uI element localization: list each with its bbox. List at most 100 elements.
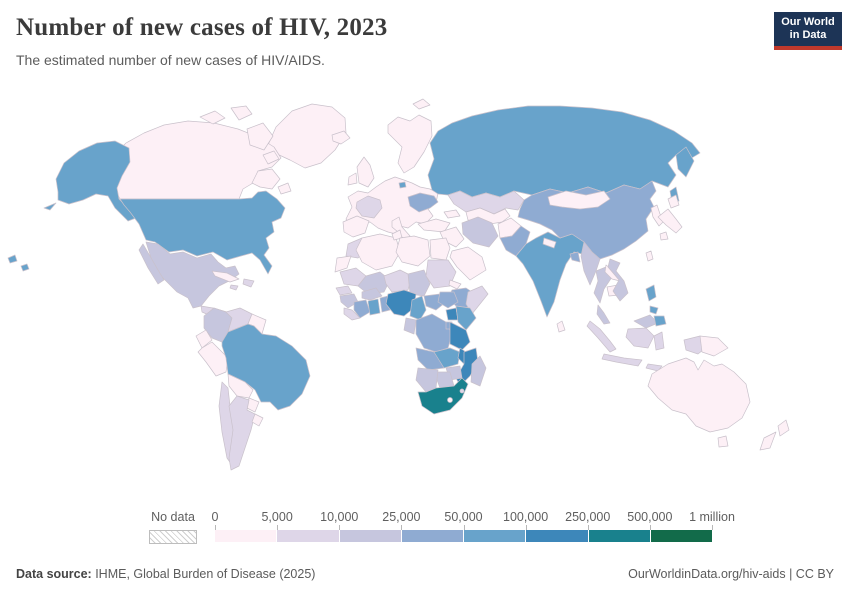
country-russia-kaliningrad[interactable]	[398, 181, 407, 189]
country-cote-divoire[interactable]	[353, 299, 371, 319]
country-indonesia-kalimantan[interactable]	[625, 327, 655, 349]
country-svalbard[interactable]	[412, 98, 431, 110]
country-canada-island-1[interactable]	[199, 110, 226, 125]
country-sudan[interactable]	[425, 259, 457, 289]
country-myanmar[interactable]	[580, 241, 601, 286]
legend-no-data-swatch[interactable]	[149, 530, 197, 544]
country-indonesia-sumatra[interactable]	[586, 320, 617, 353]
country-australia[interactable]	[647, 357, 751, 433]
country-south-sudan[interactable]	[437, 291, 459, 309]
owid-logo[interactable]: Our World in Data	[774, 12, 842, 50]
country-nepal[interactable]	[542, 237, 557, 249]
country-kenya[interactable]	[455, 305, 477, 331]
legend-bin-swatch[interactable]	[277, 530, 340, 542]
country-nigeria[interactable]	[385, 289, 417, 317]
country-madagascar[interactable]	[470, 355, 487, 387]
country-canada-island-3[interactable]	[262, 150, 280, 165]
country-usa-hawaii-2[interactable]	[20, 263, 30, 272]
country-iceland[interactable]	[331, 130, 351, 145]
legend-bin-swatch[interactable]	[401, 530, 464, 542]
country-jamaica[interactable]	[229, 284, 239, 291]
country-drc[interactable]	[415, 313, 453, 353]
country-algeria[interactable]	[355, 233, 401, 271]
country-united-kingdom[interactable]	[356, 156, 375, 188]
legend-bin-swatch[interactable]	[215, 530, 278, 542]
country-russia[interactable]	[427, 105, 701, 198]
country-vietnam[interactable]	[607, 258, 629, 302]
country-philippines-mindanao[interactable]	[653, 315, 667, 327]
country-tanzania[interactable]	[449, 321, 471, 351]
country-uruguay[interactable]	[251, 413, 264, 427]
country-usa-hawaii-1[interactable]	[7, 254, 18, 264]
region-arabian-peninsula[interactable]	[449, 246, 487, 281]
country-argentina[interactable]	[228, 395, 256, 471]
country-new-zealand-north[interactable]	[777, 419, 790, 437]
country-taiwan[interactable]	[645, 250, 654, 262]
country-pakistan[interactable]	[499, 225, 531, 257]
country-eswatini[interactable]	[459, 388, 465, 394]
country-indonesia-java[interactable]	[601, 353, 643, 367]
country-gabon-congo[interactable]	[403, 317, 417, 335]
country-chad[interactable]	[407, 269, 431, 297]
region-caucasus[interactable]	[443, 209, 461, 219]
legend-bin-swatch[interactable]	[339, 530, 402, 542]
country-tasmania[interactable]	[717, 435, 729, 448]
country-somalia[interactable]	[465, 285, 489, 315]
country-ecuador[interactable]	[195, 329, 213, 349]
legend-bin-swatch[interactable]	[588, 530, 651, 542]
country-iran[interactable]	[461, 216, 499, 248]
country-eritrea[interactable]	[448, 279, 462, 290]
country-niger[interactable]	[383, 269, 413, 293]
country-cameroon[interactable]	[409, 295, 427, 321]
country-malaysia-peninsula[interactable]	[596, 304, 611, 325]
country-usa-aleutians[interactable]	[43, 202, 57, 211]
country-hispaniola[interactable]	[242, 278, 255, 288]
country-ghana[interactable]	[367, 298, 381, 316]
country-burkina-faso[interactable]	[361, 287, 383, 301]
country-new-zealand-south[interactable]	[759, 431, 777, 451]
country-scandinavia[interactable]	[387, 114, 433, 174]
country-philippines-visayas[interactable]	[649, 305, 659, 315]
page-title: Number of new cases of HIV, 2023	[16, 14, 388, 41]
country-mongolia[interactable]	[547, 190, 611, 210]
country-lesotho[interactable]	[447, 397, 453, 403]
country-senegal[interactable]	[335, 285, 353, 296]
country-japan-honshu[interactable]	[657, 208, 683, 234]
country-ukraine[interactable]	[407, 192, 439, 213]
country-japan-kyushu[interactable]	[659, 231, 669, 241]
country-japan-hokkaido[interactable]	[667, 194, 680, 209]
region-iberia[interactable]	[342, 215, 370, 238]
legend-bin-swatch[interactable]	[650, 530, 712, 542]
country-sierra-leone-liberia[interactable]	[343, 307, 361, 321]
legend-bins: 0 5,000 10,000 25,000 50,000 100,000 250,000 50…	[212, 508, 735, 548]
country-canada-labrador[interactable]	[251, 168, 281, 190]
country-indonesia-sulawesi[interactable]	[653, 331, 665, 351]
country-brazil[interactable]	[221, 323, 311, 411]
country-turkey[interactable]	[417, 218, 451, 233]
country-guinea[interactable]	[339, 293, 359, 309]
country-canada-island-2[interactable]	[230, 105, 253, 121]
country-mexico-baja[interactable]	[138, 243, 165, 285]
country-south-africa[interactable]	[417, 377, 469, 415]
country-usa-alaska[interactable]	[55, 140, 137, 222]
legend-bin-swatch[interactable]	[464, 530, 527, 542]
country-ireland[interactable]	[347, 172, 358, 186]
country-papua-new-guinea[interactable]	[699, 335, 729, 357]
country-sri-lanka[interactable]	[556, 320, 566, 333]
country-cuba[interactable]	[211, 270, 240, 283]
country-peru[interactable]	[197, 341, 229, 377]
legend-tick-label: 100,000	[503, 510, 549, 524]
footer-link[interactable]: OurWorldinData.org/hiv-aids	[628, 567, 786, 581]
country-philippines-luzon[interactable]	[645, 284, 657, 302]
country-bangladesh[interactable]	[569, 251, 581, 263]
legend-bin-swatch[interactable]	[526, 530, 589, 542]
country-egypt[interactable]	[429, 237, 451, 261]
country-western-sahara[interactable]	[334, 255, 352, 273]
country-libya[interactable]	[395, 235, 431, 267]
country-canada-newfoundland[interactable]	[277, 182, 292, 195]
country-russia-kamchatka[interactable]	[675, 146, 695, 178]
country-usa[interactable]	[119, 190, 286, 275]
country-canada-baffin[interactable]	[246, 122, 274, 151]
country-france[interactable]	[355, 195, 383, 219]
